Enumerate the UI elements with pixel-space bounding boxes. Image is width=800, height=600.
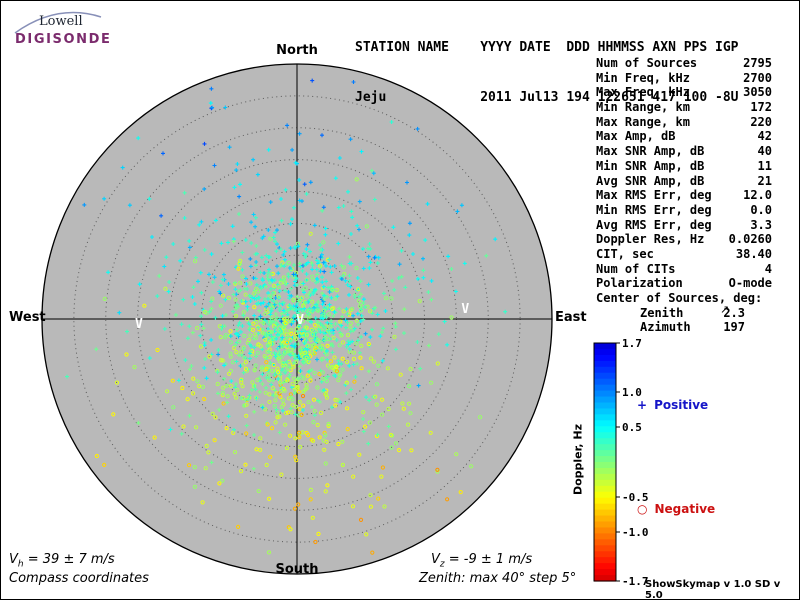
coordinates-note: Compass coordinates	[9, 571, 149, 586]
stat-row: Max Amp, dB 42	[596, 129, 772, 144]
stat-row: Azimuth 197	[596, 320, 772, 335]
compass-label-west: West	[9, 310, 46, 325]
logo-lowell-text: Lowell	[39, 14, 83, 29]
stat-value: 0.0	[750, 202, 772, 217]
stat-label: Azimuth	[640, 320, 691, 335]
stat-row: Min RMS Err, deg 0.0	[596, 203, 772, 218]
compass-label-north: North	[276, 43, 318, 58]
stat-value: 0.0260	[728, 232, 772, 247]
stat-row: Num of Sources 2795	[596, 56, 772, 71]
velocity-v-markers: V V V	[135, 302, 469, 332]
doppler-colorbar	[593, 342, 620, 582]
stat-label: Max Freq, kHz	[596, 85, 690, 100]
svg-text:V: V	[135, 317, 143, 332]
logo-swoosh-icon	[14, 11, 102, 34]
legend-positive-label: Positive	[654, 398, 709, 412]
stat-value: 220	[750, 114, 772, 129]
stat-label: Max SNR Amp, dB	[596, 144, 705, 159]
stat-value: 172	[750, 100, 772, 115]
colorbar-tick-label: -0.5	[622, 490, 649, 504]
stat-value: 42	[757, 129, 772, 144]
stat-label: Min Range, km	[596, 100, 690, 115]
legend-positive: + Positive	[637, 398, 708, 412]
stat-value: 2700	[743, 70, 772, 85]
stat-label: Min RMS Err, deg	[596, 202, 712, 217]
stat-value: 197	[723, 320, 745, 335]
compass-label-south: South	[275, 562, 319, 577]
colorbar-tick-label: -1.0	[622, 525, 649, 539]
stat-value: O-mode	[728, 276, 772, 291]
mouse-cursor: ↗	[720, 303, 730, 316]
stat-value: 40	[757, 144, 772, 159]
svg-text:V: V	[296, 313, 304, 328]
stat-label: Zenith	[640, 305, 684, 320]
zenith-range-note: Zenith: max 40° step 5°	[419, 571, 577, 586]
plus-marker-icon: +	[637, 398, 648, 412]
stat-label: Num of CITs	[596, 261, 676, 276]
stat-value: 3050	[743, 85, 772, 100]
stat-label: CIT, sec	[596, 246, 654, 261]
colorbar-axis-label: Doppler, Hz	[571, 423, 585, 496]
stat-row: Num of CITs 4	[596, 262, 772, 277]
stat-row: Avg RMS Err, deg 3.3	[596, 218, 772, 233]
stat-row: Min Range, km 172	[596, 100, 772, 115]
stat-label: Avg SNR Amp, dB	[596, 173, 705, 188]
scatter-points	[65, 78, 508, 555]
stat-value: 12.0	[743, 188, 772, 203]
stat-value: 11	[757, 158, 772, 173]
stat-label: Max Amp, dB	[596, 129, 676, 144]
stat-label: Avg RMS Err, deg	[596, 217, 712, 232]
colorbar-tick-label: 0.5	[622, 420, 642, 434]
stat-label: Max Range, km	[596, 114, 690, 129]
compass-label-east: East	[555, 310, 587, 325]
stat-row: Doppler Res, Hz 0.0260	[596, 232, 772, 247]
stat-value: 38.40	[735, 246, 772, 261]
stat-value: 21	[757, 173, 772, 188]
stat-label: Num of Sources	[596, 56, 698, 70]
logo-digisonde-text: DIGISONDE	[15, 32, 112, 47]
circle-marker-icon: ○	[637, 502, 648, 516]
stat-value: 2.3	[723, 305, 745, 320]
stat-label: Center of Sources, deg:	[596, 291, 763, 305]
stat-row: Center of Sources, deg:	[596, 291, 772, 306]
legend-negative-label: Negative	[654, 502, 716, 516]
lowell-digisonde-logo: Lowell DIGISONDE	[7, 5, 111, 51]
stat-row: Zenith 2.3	[596, 306, 772, 321]
stat-row: CIT, sec 38.40	[596, 247, 772, 262]
stat-value: 4	[764, 261, 772, 276]
stat-label: Min Freq, kHz	[596, 70, 690, 85]
stat-row: Max RMS Err, deg 12.0	[596, 188, 772, 203]
header-fields: STATION NAME YYYY DATE DDD HHMMSS AXN PP…	[355, 7, 739, 139]
stat-label: Max RMS Err, deg	[596, 188, 712, 203]
legend-negative: ○ Negative	[637, 502, 715, 516]
stat-row: Polarization O-mode	[596, 276, 772, 291]
vertical-velocity-value: Vz = -9 ± 1 m/s	[431, 552, 533, 570]
stat-value: 2795	[743, 56, 772, 70]
horizontal-velocity-value: Vh = 39 ± 7 m/s	[9, 552, 115, 570]
stat-row: Min Freq, kHz 2700	[596, 71, 772, 86]
stat-row: Max SNR Amp, dB 40	[596, 144, 772, 159]
software-version-text: ShowSkymap v 1.0 SD v 5.0	[645, 579, 781, 600]
stat-row: Min SNR Amp, dB 11	[596, 159, 772, 174]
stat-label: Doppler Res, Hz	[596, 232, 705, 247]
colorbar-tick-label: 1.7	[622, 336, 642, 350]
stat-label: Polarization	[596, 276, 683, 291]
colorbar-tick-label: -1.7	[622, 574, 649, 588]
colorbar-tick-label: 1.0	[622, 385, 642, 399]
stat-row: Max Range, km 220	[596, 115, 772, 130]
header-values: Jeju 2011 Jul13 194 122651 417 100 -8U	[355, 89, 739, 105]
stats-panel: Num of Sources 2795 Min Freq, kHz 2700 Max F…	[596, 56, 772, 335]
stat-row: Avg SNR Amp, dB 21	[596, 174, 772, 189]
svg-text:V: V	[461, 302, 469, 317]
stat-row: Max Freq, kHz 3050	[596, 85, 772, 100]
header-labels: STATION NAME YYYY DATE DDD HHMMSS AXN PP…	[355, 40, 739, 55]
stat-label: Min SNR Amp, dB	[596, 158, 705, 173]
stat-value: 3.3	[750, 217, 772, 232]
